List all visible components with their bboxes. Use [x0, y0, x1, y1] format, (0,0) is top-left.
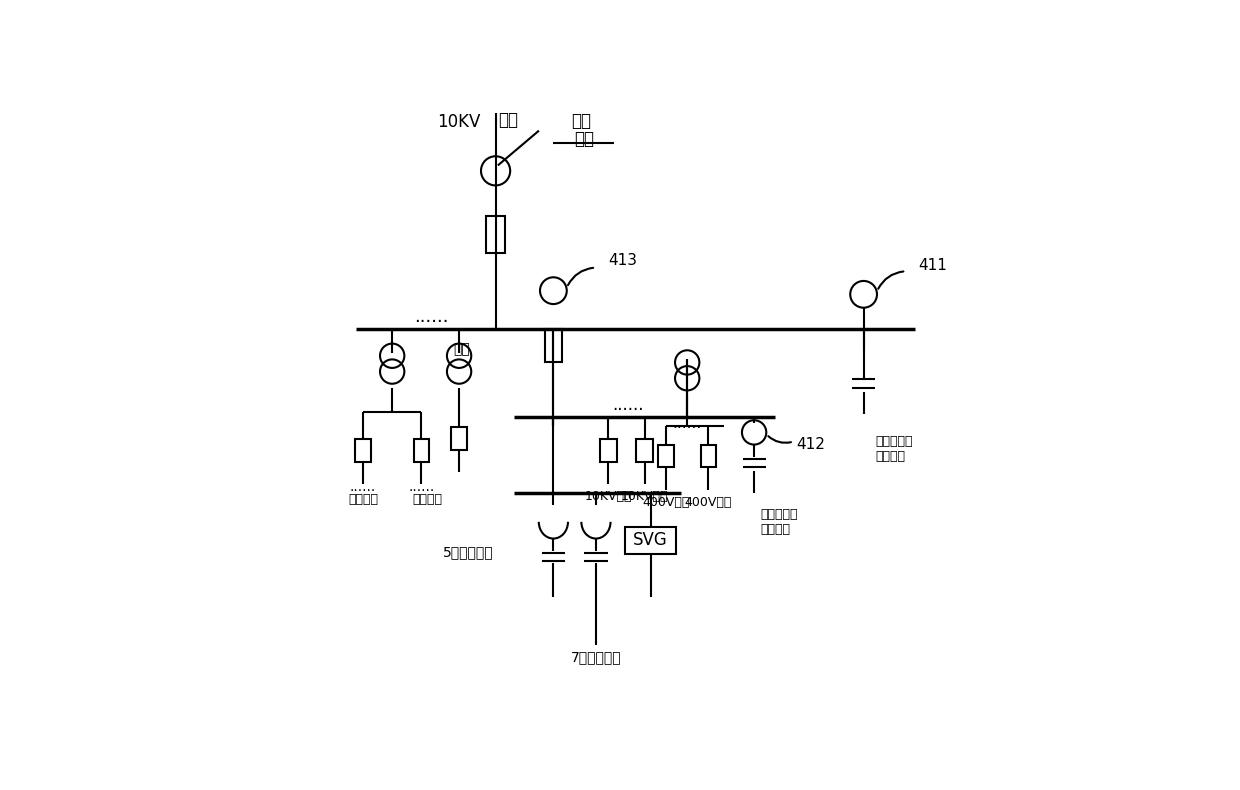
Text: 补偿设备: 补偿设备	[875, 450, 905, 463]
Text: 电流: 电流	[570, 112, 590, 130]
Text: ......: ......	[672, 416, 702, 431]
Text: 413: 413	[608, 253, 637, 268]
Text: 411: 411	[919, 258, 947, 273]
Text: 现有的无功: 现有的无功	[760, 508, 797, 521]
Text: ......: ......	[611, 396, 644, 414]
Text: 进线: 进线	[497, 111, 518, 130]
Text: 7次电容支路: 7次电容支路	[570, 650, 621, 664]
Bar	[636, 439, 653, 462]
Text: 补偿设备: 补偿设备	[760, 523, 790, 536]
Bar	[625, 527, 676, 554]
Text: 光伏支路: 光伏支路	[348, 493, 378, 506]
Text: 10KV负荷: 10KV负荷	[584, 490, 632, 502]
Bar	[600, 439, 616, 462]
Bar	[486, 216, 505, 253]
Text: 电压: 电压	[574, 130, 594, 148]
Text: 光伏: 光伏	[454, 342, 470, 356]
Bar	[701, 446, 717, 467]
Text: 10KV: 10KV	[438, 113, 481, 131]
Text: 400V负荷: 400V负荷	[642, 496, 689, 509]
Bar	[451, 427, 466, 450]
Text: 5次电容支路: 5次电容支路	[443, 545, 494, 559]
Bar	[658, 446, 673, 467]
Text: 现有的无功: 现有的无功	[875, 435, 914, 448]
Text: ......: ......	[350, 480, 376, 495]
Text: SVG: SVG	[634, 532, 668, 549]
Text: 10KV负荷: 10KV负荷	[621, 490, 668, 502]
Bar	[414, 439, 429, 462]
Bar	[544, 329, 562, 362]
Text: ......: ......	[408, 480, 434, 495]
Bar	[356, 439, 371, 462]
Text: 400V负荷: 400V负荷	[684, 496, 732, 509]
Text: 412: 412	[796, 437, 826, 452]
Text: ......: ......	[414, 308, 449, 325]
Text: 光伏支路: 光伏支路	[413, 493, 443, 506]
